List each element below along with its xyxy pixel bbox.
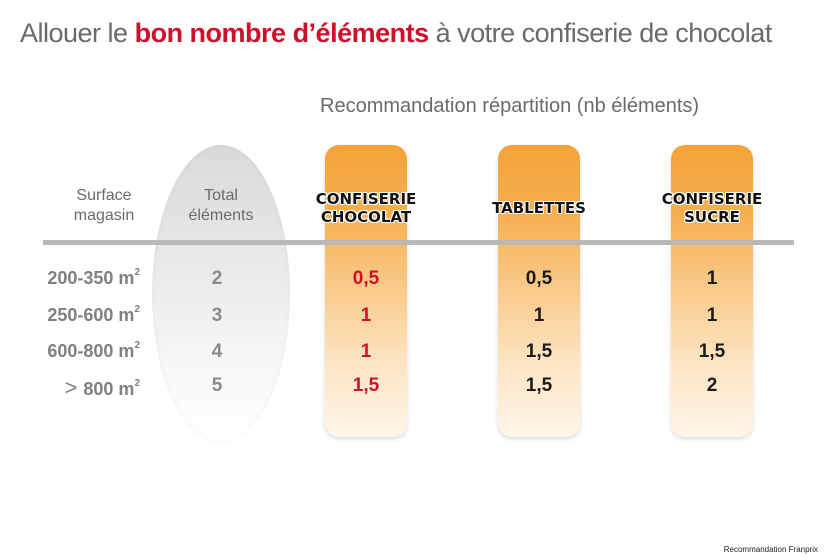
table-row: >800 m2 5 1,5 1,5 2	[0, 375, 830, 405]
column-confiserie-chocolat	[325, 145, 407, 437]
row-surface-text: 200-350 m	[47, 268, 135, 288]
header-tablettes: TABLETTES	[469, 199, 609, 217]
row-surface: 250-600 m2	[20, 304, 140, 326]
category-line: SUCRE	[684, 208, 740, 226]
header-divider	[43, 240, 794, 245]
row-value-tablettes: 1,5	[525, 341, 553, 362]
row-total: 4	[211, 341, 223, 362]
category-line: CONFISERIE	[315, 190, 417, 208]
recommendation-subtitle: Recommandation répartition (nb éléments)	[320, 95, 700, 117]
row-value-tablettes: 0,5	[525, 268, 553, 289]
row-value-confiserie-chocolat: 1	[360, 341, 372, 362]
table-row: 200-350 m2 2 0,5 0,5 1	[0, 267, 830, 298]
title-prefix: Allouer le	[20, 18, 135, 48]
column-confiserie-sucre	[671, 145, 753, 437]
header-total-line: Total	[204, 187, 238, 204]
column-tablettes	[498, 145, 580, 437]
header-confiserie-chocolat: CONFISERIE CHOCOLAT	[296, 190, 436, 226]
row-surface: >800 m2	[20, 375, 140, 401]
row-surface: 600-800 m2	[20, 340, 140, 362]
table-row: 250-600 m2 3 1 1 1	[0, 304, 830, 335]
row-surface-sup: 2	[134, 267, 140, 278]
row-total: 2	[211, 268, 223, 289]
row-value-tablettes: 1	[533, 305, 545, 326]
header-surface-line: magasin	[73, 207, 135, 224]
row-total: 5	[211, 375, 223, 396]
row-surface-text: 600-800 m	[47, 341, 135, 361]
row-value-tablettes: 1,5	[525, 375, 553, 396]
row-surface-sup: 2	[134, 340, 140, 351]
page-title: Allouer le bon nombre d’éléments à votre…	[20, 18, 772, 49]
row-value-confiserie-chocolat: 1,5	[352, 375, 380, 396]
row-total: 3	[211, 305, 223, 326]
row-surface-sup: 2	[134, 378, 140, 389]
row-value-confiserie-sucre: 1	[706, 305, 718, 326]
source-credit: Recommandation Franprix	[723, 545, 818, 554]
row-value-confiserie-sucre: 2	[706, 375, 718, 396]
title-suffix: à votre confiserie de chocolat	[428, 18, 773, 48]
title-highlight: bon nombre d’éléments	[134, 18, 430, 48]
header-total-line: éléments	[188, 207, 254, 224]
row-surface-sup: 2	[134, 304, 140, 315]
header-surface-line: Surface	[76, 187, 132, 204]
greater-than-symbol: >	[64, 375, 78, 400]
row-value-confiserie-sucre: 1	[706, 268, 718, 289]
category-line: TABLETTES	[492, 199, 586, 217]
row-value-confiserie-chocolat: 0,5	[352, 268, 380, 289]
header-surface-magasin: Surface magasin	[45, 186, 163, 226]
row-surface: 200-350 m2	[20, 267, 140, 289]
row-value-confiserie-sucre: 1,5	[698, 341, 726, 362]
header-confiserie-sucre: CONFISERIE SUCRE	[642, 190, 782, 226]
row-surface-text: 800 m	[83, 379, 135, 399]
total-column-ellipse	[152, 145, 290, 443]
category-line: CHOCOLAT	[320, 208, 412, 226]
header-total-elements: Total éléments	[171, 186, 271, 226]
row-value-confiserie-chocolat: 1	[360, 305, 372, 326]
category-line: CONFISERIE	[661, 190, 763, 208]
table-row: 600-800 m2 4 1 1,5 1,5	[0, 340, 830, 371]
row-surface-text: 250-600 m	[47, 305, 135, 325]
